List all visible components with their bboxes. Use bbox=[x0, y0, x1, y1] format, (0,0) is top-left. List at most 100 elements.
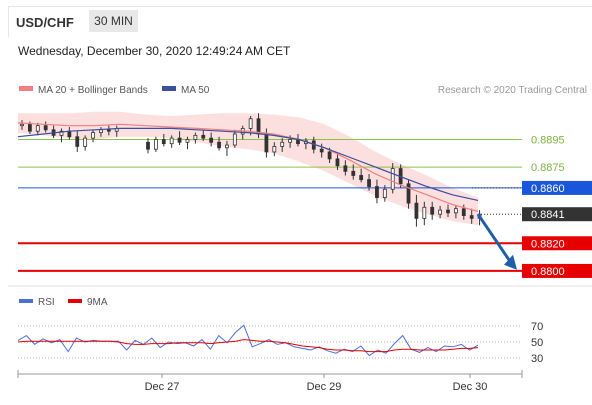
candle bbox=[20, 120, 24, 130]
candle bbox=[177, 131, 182, 146]
candle-body bbox=[193, 134, 198, 140]
candle bbox=[83, 135, 88, 151]
level-label: 0.8820 bbox=[531, 238, 565, 250]
rsi-legend: RSI 9MA bbox=[19, 297, 108, 308]
candle bbox=[106, 125, 111, 136]
candle-body bbox=[106, 129, 111, 132]
x-tick-label: Dec 27 bbox=[145, 381, 180, 393]
candle-body bbox=[91, 132, 95, 139]
candle-body bbox=[264, 133, 269, 153]
rsi-tick-label: 50 bbox=[531, 337, 543, 349]
credit-text: Research © 2020 Trading Central bbox=[438, 85, 587, 96]
projection-arrow-shaft bbox=[476, 213, 513, 264]
candle-body bbox=[35, 125, 40, 132]
candle-body bbox=[359, 175, 364, 181]
legend-rsi: RSI bbox=[38, 297, 55, 308]
legend-ma50: MA 50 bbox=[181, 85, 210, 96]
candle bbox=[430, 201, 435, 220]
ma9-swatch bbox=[68, 299, 82, 303]
level-tag bbox=[522, 263, 592, 278]
level-label: 0.8875 bbox=[531, 162, 565, 174]
candle-body bbox=[43, 125, 48, 131]
candle bbox=[319, 143, 324, 158]
candle bbox=[375, 179, 379, 204]
rsi-swatch bbox=[19, 299, 33, 303]
candle bbox=[359, 168, 364, 183]
candle bbox=[446, 204, 450, 217]
legend-ma-bb: MA 20 + Bollinger Bands bbox=[38, 85, 148, 96]
candle bbox=[367, 174, 371, 191]
candle bbox=[169, 135, 174, 148]
candle bbox=[382, 185, 387, 202]
timeframe-badge[interactable]: 30 MIN bbox=[89, 10, 138, 32]
candle bbox=[422, 201, 427, 226]
legend-ma9: 9MA bbox=[87, 297, 108, 308]
candle-body bbox=[153, 139, 158, 150]
candle bbox=[232, 129, 237, 148]
level-tag bbox=[522, 180, 592, 195]
candle-body bbox=[422, 206, 427, 219]
candle-body bbox=[453, 208, 458, 214]
candle-body bbox=[446, 209, 450, 214]
candle bbox=[91, 129, 95, 143]
candle bbox=[217, 136, 221, 151]
level-label: 0.8895 bbox=[531, 135, 565, 147]
ma20-line bbox=[17, 122, 479, 212]
rsi-ma9-line bbox=[17, 339, 479, 353]
candle-body bbox=[461, 208, 466, 216]
candle-body bbox=[161, 139, 166, 145]
candle-body bbox=[319, 148, 324, 153]
rsi-tick-label: 30 bbox=[531, 353, 543, 365]
candle bbox=[272, 142, 277, 157]
candle-body bbox=[438, 209, 443, 215]
candle-body bbox=[343, 165, 348, 172]
candle-body bbox=[430, 206, 435, 215]
candle-body bbox=[351, 170, 356, 176]
projection-arrow-head bbox=[504, 254, 517, 270]
candle-body bbox=[335, 158, 340, 167]
rsi-tick-label: 70 bbox=[531, 321, 543, 333]
candle bbox=[280, 138, 285, 152]
candle-body bbox=[232, 133, 237, 146]
candle-body bbox=[20, 123, 24, 127]
candle-body bbox=[406, 183, 411, 204]
candle bbox=[43, 121, 48, 133]
ma50-swatch bbox=[162, 86, 176, 91]
candle-body bbox=[367, 179, 371, 187]
candle bbox=[438, 205, 443, 219]
candle-body bbox=[327, 151, 332, 160]
candle bbox=[153, 136, 158, 152]
candle-body bbox=[390, 168, 395, 190]
candle bbox=[59, 128, 64, 143]
candle bbox=[146, 138, 150, 154]
candle-body bbox=[146, 141, 150, 150]
candle-body bbox=[75, 136, 80, 147]
candle-body bbox=[67, 130, 72, 138]
candle-body bbox=[375, 186, 379, 199]
candle-body bbox=[99, 129, 103, 133]
candle-body bbox=[177, 137, 182, 143]
candle-body bbox=[382, 188, 387, 199]
candle bbox=[35, 122, 40, 136]
candle bbox=[335, 153, 340, 170]
candle bbox=[469, 208, 474, 224]
candle bbox=[343, 160, 348, 176]
candle bbox=[390, 163, 395, 194]
legend: MA 20 + Bollinger Bands MA 50 Research ©… bbox=[19, 85, 587, 96]
candle-body bbox=[201, 134, 206, 139]
candle-body bbox=[169, 137, 174, 145]
candle-body bbox=[217, 141, 221, 149]
candle-body bbox=[280, 141, 285, 147]
candle bbox=[193, 132, 198, 144]
ma-bb-swatch bbox=[19, 86, 33, 91]
candle bbox=[201, 129, 206, 141]
candle bbox=[248, 115, 253, 136]
candle bbox=[453, 205, 458, 219]
candle bbox=[406, 179, 411, 209]
candle-body bbox=[225, 144, 229, 149]
candle-body bbox=[209, 137, 214, 143]
candle bbox=[161, 133, 166, 147]
candle-body bbox=[27, 123, 32, 132]
